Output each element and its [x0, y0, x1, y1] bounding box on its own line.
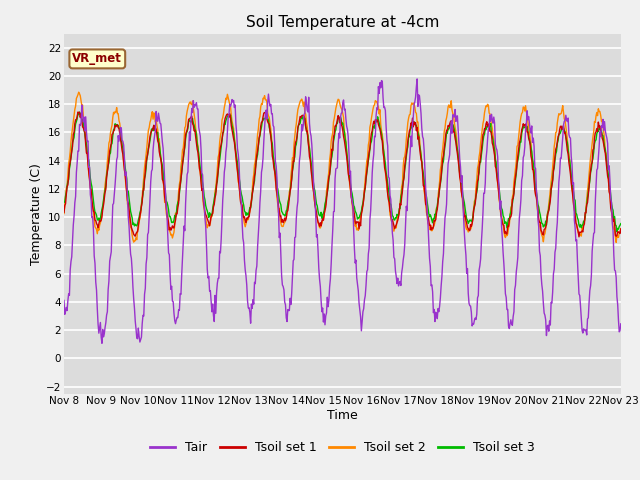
Legend: Tair, Tsoil set 1, Tsoil set 2, Tsoil set 3: Tair, Tsoil set 1, Tsoil set 2, Tsoil se… — [145, 436, 540, 459]
X-axis label: Time: Time — [327, 409, 358, 422]
Y-axis label: Temperature (C): Temperature (C) — [30, 163, 43, 264]
Title: Soil Temperature at -4cm: Soil Temperature at -4cm — [246, 15, 439, 30]
Text: VR_met: VR_met — [72, 52, 122, 65]
